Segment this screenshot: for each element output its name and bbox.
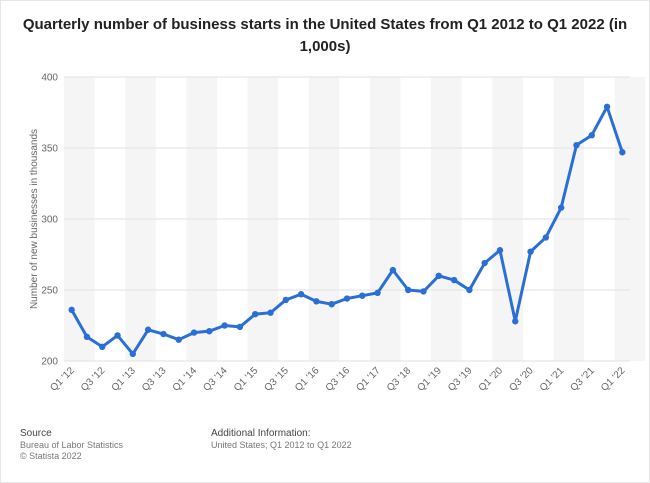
data-point[interactable] bbox=[496, 247, 504, 254]
info-line: United States; Q1 2012 to Q1 2022 bbox=[211, 440, 352, 450]
x-tick-label: Q1 '20 bbox=[477, 365, 506, 394]
data-point[interactable] bbox=[557, 204, 565, 211]
x-tick-label: Q1 '19 bbox=[416, 365, 445, 394]
data-point[interactable] bbox=[175, 336, 182, 343]
data-point[interactable] bbox=[236, 323, 244, 331]
y-tick-label: 250 bbox=[41, 286, 58, 297]
x-tick-label: Q3 '14 bbox=[201, 365, 230, 394]
data-point[interactable] bbox=[466, 286, 473, 294]
y-tick-label: 200 bbox=[41, 357, 58, 368]
data-point[interactable] bbox=[481, 259, 488, 267]
chart-title: Quarterly number of business starts in t… bbox=[22, 16, 628, 55]
data-point[interactable] bbox=[374, 289, 381, 297]
x-tick-label: Q1 '13 bbox=[110, 365, 139, 394]
y-tick-label: 350 bbox=[41, 144, 58, 155]
x-tick-labels: Q1 '12 Q3 '12 Q1 '13 Q3 '13 Q1 '14 Q3 '14 Q1 '… bbox=[48, 365, 627, 394]
source-heading: Source bbox=[20, 428, 52, 439]
data-point[interactable] bbox=[297, 291, 305, 298]
data-point[interactable] bbox=[542, 234, 550, 241]
x-tick-label: Q1 '16 bbox=[293, 365, 322, 394]
data-point[interactable] bbox=[267, 309, 274, 316]
x-tick-label: Q1 '14 bbox=[171, 365, 200, 394]
data-point[interactable] bbox=[221, 322, 228, 329]
data-point[interactable] bbox=[573, 141, 580, 149]
data-point[interactable] bbox=[83, 333, 91, 341]
y-tick-label: 400 bbox=[41, 73, 58, 84]
data-point[interactable] bbox=[144, 326, 152, 333]
y-gridlines bbox=[64, 76, 630, 362]
x-tick-label: Q3 '16 bbox=[324, 365, 353, 394]
data-point[interactable] bbox=[129, 350, 137, 358]
x-tick-label: Q3 '20 bbox=[507, 365, 536, 394]
x-tick-label: Q3 '18 bbox=[385, 365, 414, 394]
data-point[interactable] bbox=[404, 286, 412, 294]
additional-info-block: Additional Information: United States; Q… bbox=[211, 428, 352, 451]
data-point[interactable] bbox=[420, 288, 427, 295]
source-line-2[interactable]: © Statista 2022 bbox=[20, 451, 82, 461]
data-point[interactable] bbox=[359, 292, 366, 299]
data-point[interactable] bbox=[450, 276, 458, 284]
data-point[interactable] bbox=[99, 343, 106, 350]
source-block: Source Bureau of Labor Statistics © Stat… bbox=[20, 428, 123, 462]
data-point[interactable] bbox=[68, 306, 75, 314]
x-tick-label: Q1 '15 bbox=[232, 365, 261, 394]
x-tick-label: Q3 '15 bbox=[263, 365, 292, 394]
data-point[interactable] bbox=[328, 301, 335, 308]
x-tick-label: Q3 '12 bbox=[79, 365, 108, 394]
y-tick-label: 300 bbox=[41, 215, 58, 226]
data-point[interactable] bbox=[190, 329, 198, 336]
data-point[interactable] bbox=[313, 298, 320, 305]
data-point[interactable] bbox=[588, 132, 595, 139]
data-points bbox=[68, 103, 626, 358]
data-point[interactable] bbox=[389, 266, 397, 274]
y-axis-label: Number of new businesses in thousands bbox=[29, 129, 40, 309]
data-point[interactable] bbox=[619, 149, 626, 156]
data-point[interactable] bbox=[282, 296, 290, 304]
x-tick-label: Q1 '17 bbox=[354, 365, 383, 394]
data-point[interactable] bbox=[206, 327, 213, 335]
data-point[interactable] bbox=[252, 310, 259, 318]
x-tick-label: Q3 '19 bbox=[446, 365, 475, 394]
y-tick-labels: 200 250 300 350 400 bbox=[41, 73, 58, 368]
source-line-1[interactable]: Bureau of Labor Statistics bbox=[20, 440, 124, 450]
data-point[interactable] bbox=[343, 295, 351, 302]
data-point[interactable] bbox=[114, 332, 121, 339]
x-tick-label: Q3 '21 bbox=[568, 365, 597, 394]
data-point[interactable] bbox=[603, 103, 611, 111]
x-tick-label: Q1 '21 bbox=[538, 365, 567, 394]
x-tick-label: Q1 '22 bbox=[599, 365, 628, 394]
info-heading: Additional Information: bbox=[211, 428, 311, 439]
data-point[interactable] bbox=[512, 318, 519, 325]
x-tick-label: Q3 '13 bbox=[140, 365, 169, 394]
x-tick-label: Q1 '12 bbox=[48, 365, 77, 394]
data-point[interactable] bbox=[435, 272, 442, 279]
data-point[interactable] bbox=[527, 248, 534, 255]
data-point[interactable] bbox=[160, 330, 167, 338]
